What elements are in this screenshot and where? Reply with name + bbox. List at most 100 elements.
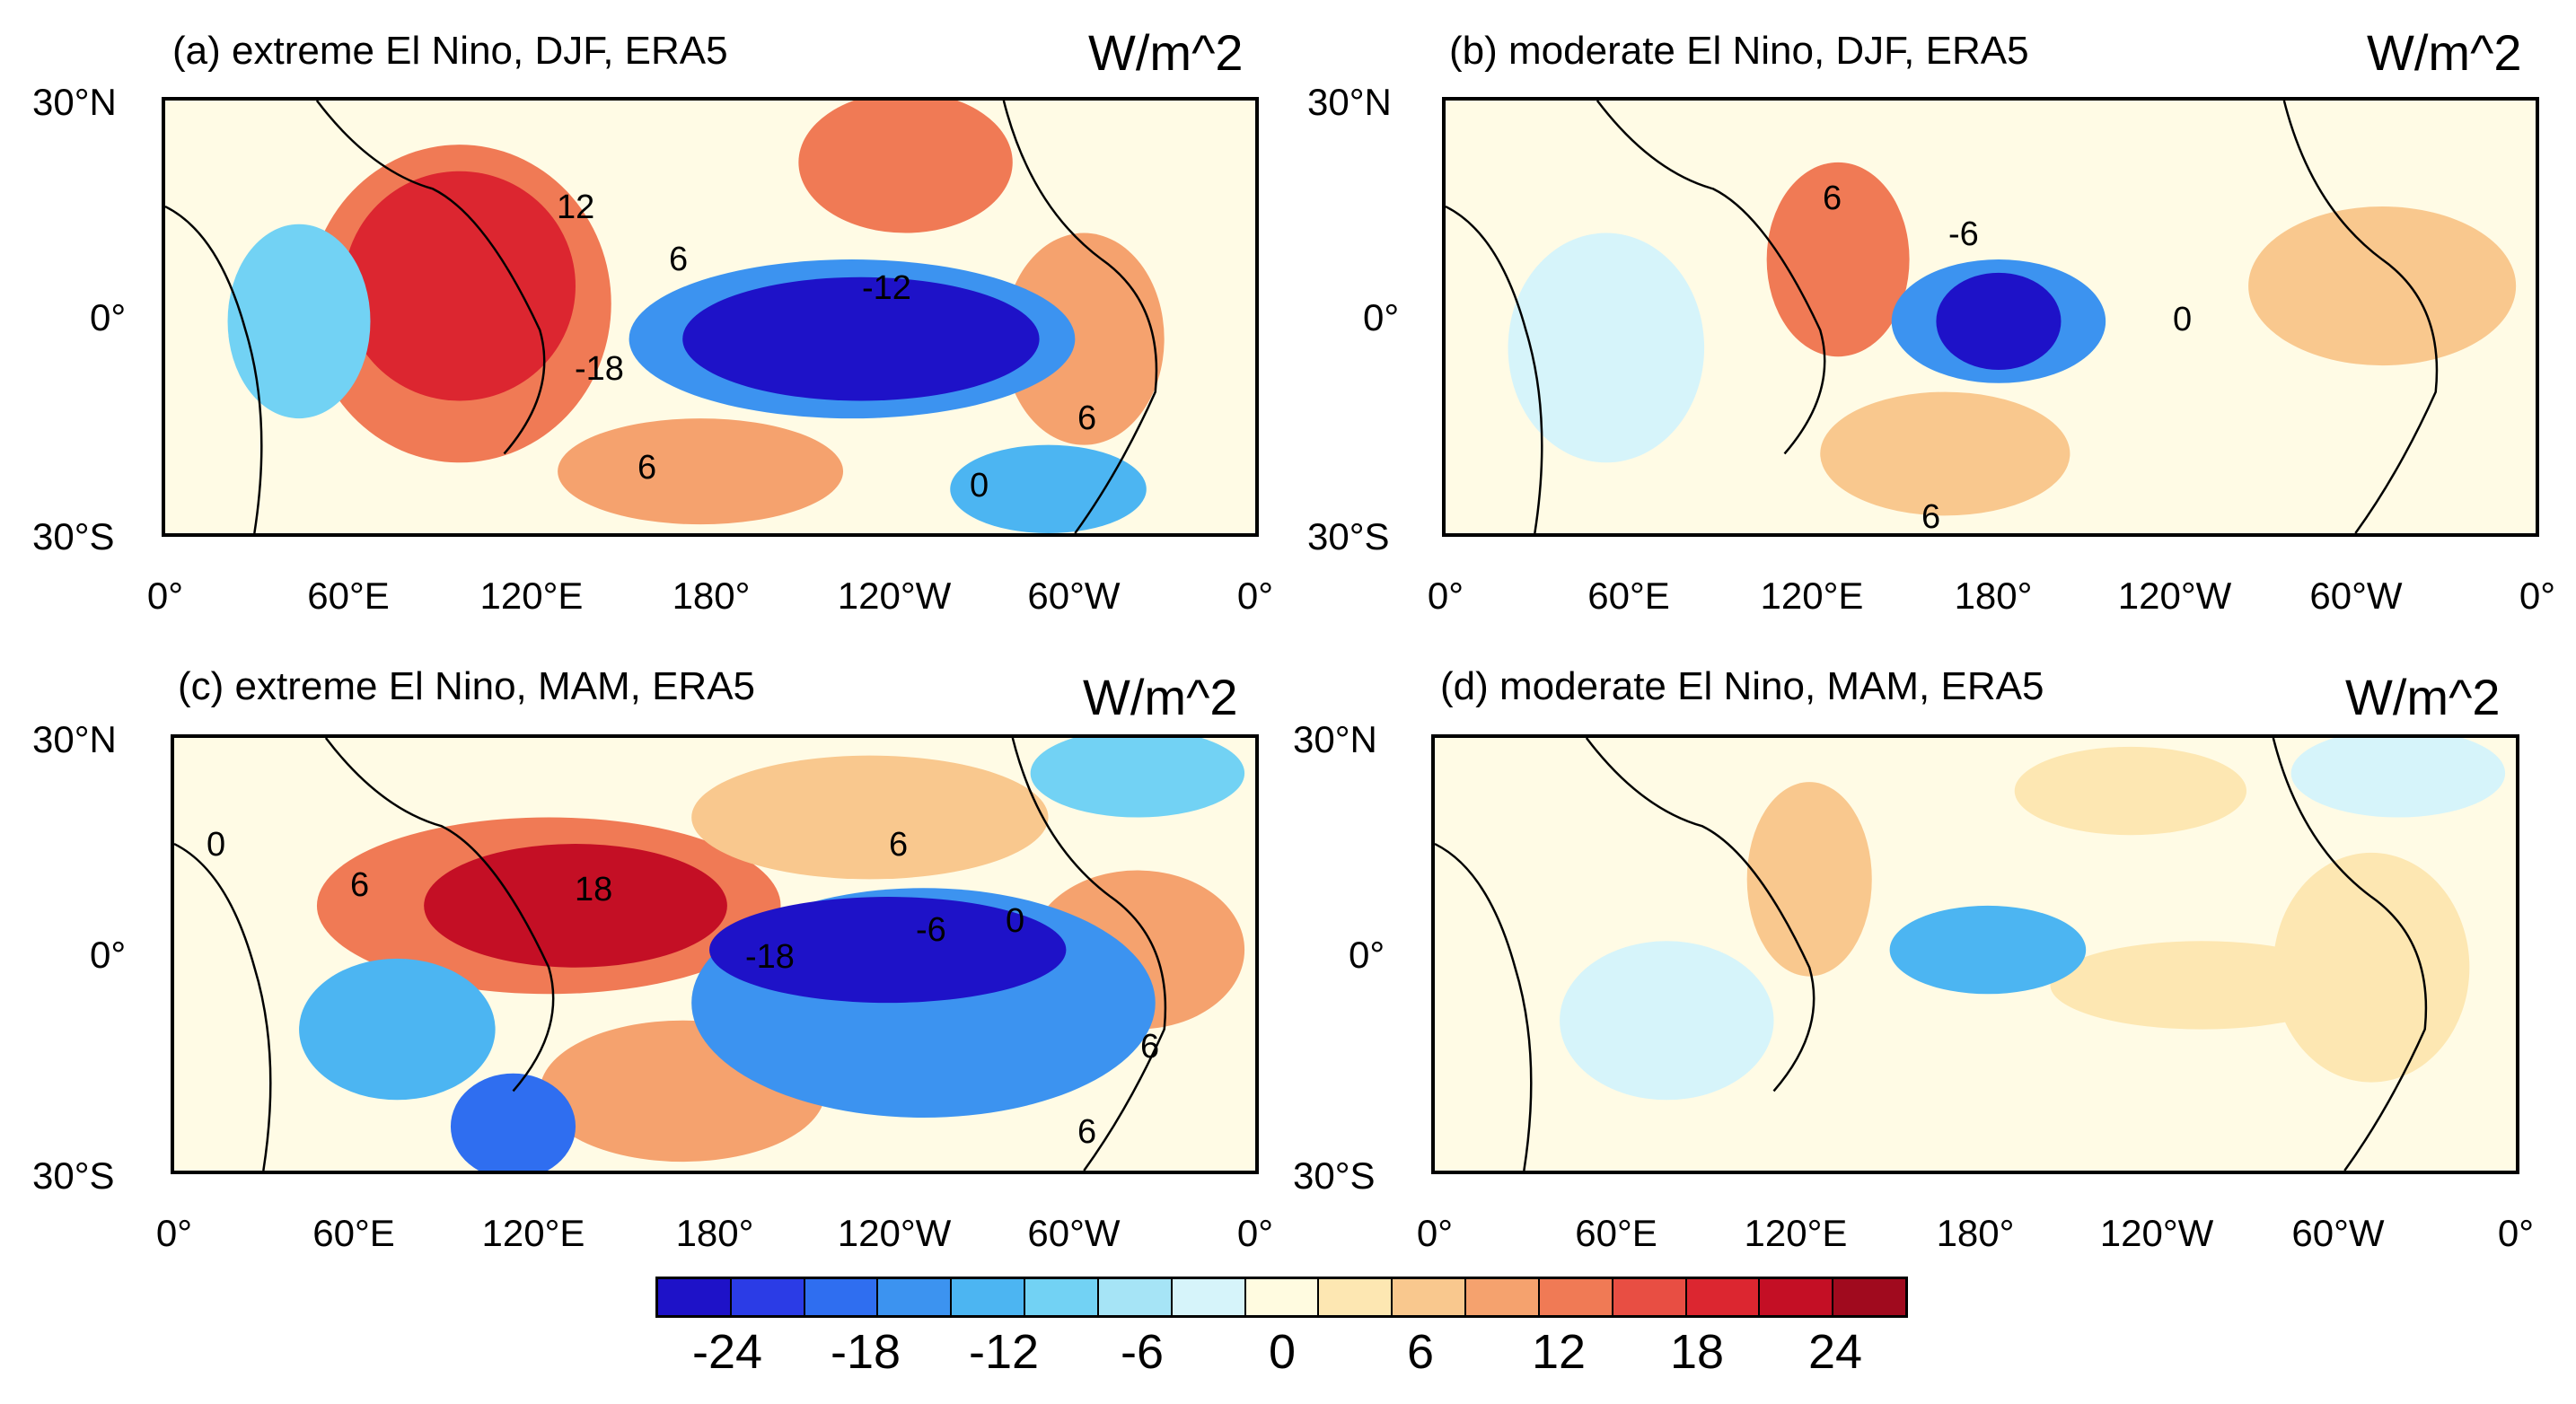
colorbar-segment [1098,1279,1173,1315]
panel-units: W/m^2 [1088,24,1244,81]
colorbar-label: -24 [691,1325,763,1379]
contour-label: 6 [1077,399,1097,437]
colorbar-label: -18 [830,1325,901,1379]
lon-label: 120°E [481,1212,585,1254]
contour-label: 6 [1823,180,1842,217]
anomaly-cold-indian [1508,233,1705,463]
anomaly-warm-se [558,418,844,525]
lon-label: 0° [2497,1212,2535,1254]
anomaly-cold-indian [227,224,371,419]
lon-label: 180° [675,1212,754,1254]
panel-units: W/m^2 [2367,24,2522,81]
contour-label: 0 [207,826,226,864]
anomaly-cold-ne [1030,738,1245,818]
anomaly-cold-indian [299,958,496,1101]
lon-label: 60°E [1587,575,1670,617]
colorbar-segment [1686,1279,1761,1315]
anomaly-warm-south [1820,391,2070,516]
contour-label: 6 [637,449,657,487]
lon-label: 60°E [312,1212,395,1254]
colorbar [655,1277,1908,1318]
anomaly-cold-south [950,444,1147,533]
contour-label: 6 [1140,1028,1160,1066]
map-area [162,97,1259,537]
lon-label: 120°W [837,575,952,617]
colorbar-segment [1760,1279,1834,1315]
lat-label-30n: 30°N [32,718,117,760]
contour-label: 6 [1921,498,1941,536]
colorbar-segment [1245,1279,1320,1315]
contour-label: 6 [889,826,909,864]
lon-label: 120°W [2117,575,2232,617]
colorbar-label: 0 [1268,1325,1297,1379]
contour-label: -12 [862,269,911,307]
anomaly-warm-sa [1003,233,1165,445]
colorbar-segment [1466,1279,1540,1315]
anomaly-cold-sw [450,1073,576,1171]
lon-label: 120°E [479,575,584,617]
contour-label: 6 [669,241,689,278]
contour-label: 6 [350,866,370,904]
lat-label-30n: 30°N [1293,718,1377,760]
colorbar-segment [1539,1279,1613,1315]
colorbar-segment [658,1279,732,1315]
coastline-asia [324,738,555,1092]
lon-label: 60°W [1027,1212,1121,1254]
anomaly-cold-indian [1560,941,1774,1101]
lon-label: 0° [146,575,184,617]
panel-title: (a) extreme El Nino, DJF, ERA5 [172,29,728,73]
lon-label: 0° [2519,575,2556,617]
lat-label-30s: 30°S [32,1154,115,1197]
lon-label: 120°W [837,1212,952,1254]
coastline-africa [1435,842,1533,1171]
anomaly-cold-core [709,897,1067,1004]
contour-label: 0 [2173,301,2193,338]
colorbar-label: 18 [1669,1325,1725,1379]
colorbar-label: 12 [1531,1325,1587,1379]
colorbar-segment [1319,1279,1394,1315]
lon-label: 60°W [2291,1212,2385,1254]
lon-label: 60°W [1027,575,1121,617]
lat-label-30n: 30°N [1307,81,1392,123]
anomaly-cold-core [682,276,1040,401]
lat-label-30s: 30°S [1307,515,1390,557]
colorbar-segment [1613,1279,1687,1315]
lat-label-30n: 30°N [32,81,117,123]
colorbar-label: 24 [1807,1325,1863,1379]
panel-title: (b) moderate El Nino, DJF, ERA5 [1449,29,2029,73]
coastline-africa [1446,205,1543,533]
panel-units: W/m^2 [1083,669,1238,725]
anomaly-warm-north [691,755,1049,880]
anomaly-cold-central [1889,905,2087,995]
panel-title: (d) moderate El Nino, MAM, ERA5 [1440,664,2044,708]
lon-label: 0° [1427,575,1464,617]
anomaly-warm-north [2014,746,2246,836]
colorbar-segment [804,1279,879,1315]
colorbar-segment [1393,1279,1467,1315]
coastline-asia [1585,738,1816,1092]
anomaly-warm-core [424,844,727,968]
lon-label: 180° [672,575,751,617]
colorbar-segment [952,1279,1026,1315]
lat-label-eq: 0° [90,934,127,976]
lat-label-eq: 0° [1363,296,1400,338]
colorbar-segment [878,1279,953,1315]
lon-label: 60°E [1575,1212,1657,1254]
colorbar-segment [1833,1279,1906,1315]
contour-label: 12 [557,189,595,226]
contour-label: -18 [575,350,624,388]
anomaly-warm-atl [2248,206,2517,366]
lon-label: 120°W [2099,1212,2214,1254]
lon-label: 60°W [2309,575,2403,617]
anomaly-cold-ne [2290,738,2506,818]
contour-label: 6 [1077,1113,1097,1151]
anomaly-cold-core [1936,272,2062,371]
contour-label: 0 [970,467,989,505]
contour-label: 18 [575,871,613,908]
contour-label: 0 [1006,902,1025,940]
anomaly-warm-westpac [1746,782,1872,977]
lon-label: 0° [1416,1212,1454,1254]
lon-label: 0° [1236,575,1274,617]
coastline-americas [2272,738,2428,1171]
coastline-africa [174,842,272,1171]
